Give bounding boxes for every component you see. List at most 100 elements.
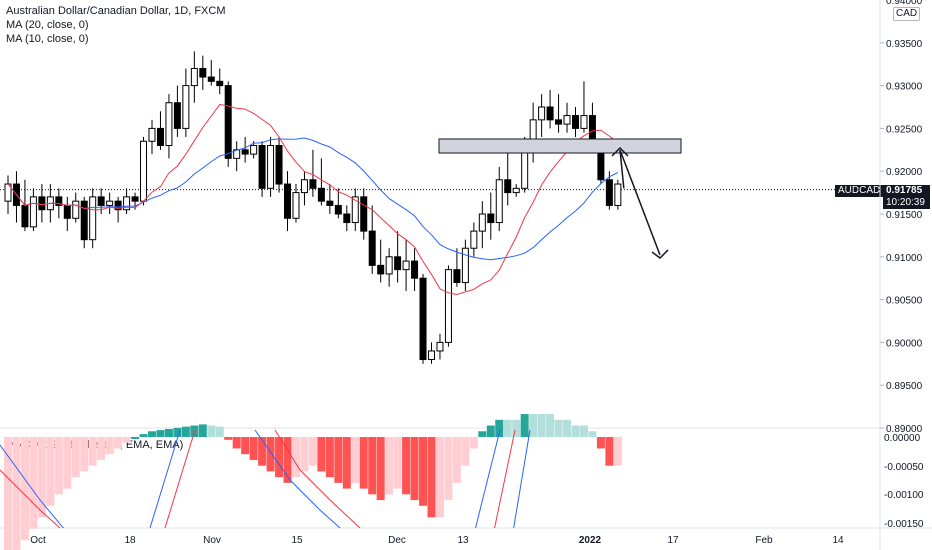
candle-body [148, 127, 156, 142]
time-label: 13 [457, 535, 469, 546]
macd-bar [554, 419, 563, 437]
time-label: Oct [30, 535, 46, 546]
candle-body [461, 247, 469, 283]
macd-bar [156, 430, 165, 437]
macd-bar [258, 437, 267, 466]
currency-label[interactable]: CAD [893, 7, 921, 21]
candle-body [173, 102, 181, 129]
candle-body [478, 213, 486, 232]
macd-bar [224, 437, 233, 440]
candle-body [563, 115, 571, 125]
candle-body [487, 213, 495, 224]
macd-bar [122, 437, 131, 443]
ma10-line [7, 103, 619, 296]
macd-bar [275, 437, 284, 478]
macd-bar [266, 437, 275, 472]
macd-bar [88, 437, 97, 466]
macd-line [0, 429, 531, 528]
price-tick-label: 0.94000 [886, 0, 923, 7]
price-tick-label: 0.92500 [886, 124, 923, 135]
price-tick-label: 0.91500 [886, 210, 923, 221]
candle-body [512, 187, 520, 194]
candle-body [38, 196, 46, 211]
candle-body [470, 230, 478, 249]
candle-body [317, 187, 325, 202]
candle-body [156, 127, 164, 147]
candle-body [334, 204, 342, 215]
candle-body [165, 102, 173, 147]
signal-line [0, 429, 516, 528]
candle-body [182, 85, 190, 129]
macd-bar [427, 437, 436, 518]
macd-bar [181, 426, 190, 437]
macd-bar [563, 419, 572, 437]
macd-histogram [4, 414, 622, 550]
macd-bar [241, 437, 250, 455]
macd-bar [232, 437, 241, 449]
price-tick-label: 0.93500 [886, 39, 923, 50]
candle-body [241, 149, 249, 155]
chart-legend: Australian Dollar/Canadian Dollar, 1D, F… [6, 4, 225, 46]
macd-bar [71, 437, 80, 478]
time-label: 15 [291, 535, 303, 546]
price-tick-label: 0.89000 [886, 424, 923, 435]
macd-bar [469, 437, 478, 449]
macd-bar [173, 427, 182, 437]
macd-bar [419, 437, 428, 506]
candle-body [114, 200, 122, 211]
ma20-legend[interactable]: MA (20, close, 0) [6, 19, 89, 31]
macd-bar [46, 437, 55, 506]
candle-body [207, 76, 215, 82]
macd-tick-label: -0.00050 [884, 462, 924, 473]
time-label: Nov [203, 535, 221, 546]
macd-bar [97, 437, 106, 460]
macd-bar [435, 437, 444, 518]
candle-body [29, 196, 37, 228]
candle-body [546, 106, 554, 121]
symbol-title[interactable]: Australian Dollar/Canadian Dollar, 1D, F… [6, 5, 226, 17]
candle-body [123, 196, 131, 211]
macd-bar [588, 431, 597, 437]
candle-body [250, 145, 258, 155]
macd-bar [249, 437, 258, 460]
candles-group [4, 51, 622, 364]
arrow-head-down [651, 249, 669, 259]
macd-tick-label: -0.00150 [884, 519, 924, 530]
macd-bar [495, 419, 504, 437]
macd-bar [503, 419, 512, 437]
macd-bar [402, 437, 411, 495]
macd-tick-label: -0.00100 [884, 490, 924, 501]
macd-bar [63, 437, 72, 489]
macd-bar [139, 434, 148, 437]
macd-bar [393, 437, 402, 489]
price-tick-label: 0.93000 [886, 82, 923, 93]
candle-body [131, 196, 139, 202]
macd-bar [478, 431, 487, 437]
last-price-tag: 0.91785 10:20:39 [883, 185, 930, 209]
candle-body [21, 204, 29, 228]
ma10-legend[interactable]: MA (10, close, 0) [6, 33, 89, 45]
candle-body [72, 200, 80, 219]
price-tick-label: 0.90500 [886, 296, 923, 307]
macd-bar [529, 414, 538, 437]
arrow-head-up [611, 146, 629, 157]
candle-body [411, 260, 419, 279]
macd-bar [605, 437, 614, 466]
macd-bar [359, 437, 368, 489]
candle-body [199, 67, 207, 78]
candle-body [89, 196, 97, 241]
time-label: 14 [832, 535, 844, 546]
last-price-value: 0.91785 [886, 185, 923, 196]
candle-body [444, 269, 452, 343]
candle-body [106, 200, 114, 206]
candle-body [385, 256, 393, 275]
candle-body [55, 196, 63, 206]
candle-body [614, 183, 622, 206]
macd-bar [486, 425, 495, 437]
macd-bar [537, 414, 546, 437]
candle-body [538, 106, 546, 121]
resistance-box [438, 138, 682, 154]
macd-bar [461, 437, 470, 466]
candle-body [80, 200, 88, 241]
